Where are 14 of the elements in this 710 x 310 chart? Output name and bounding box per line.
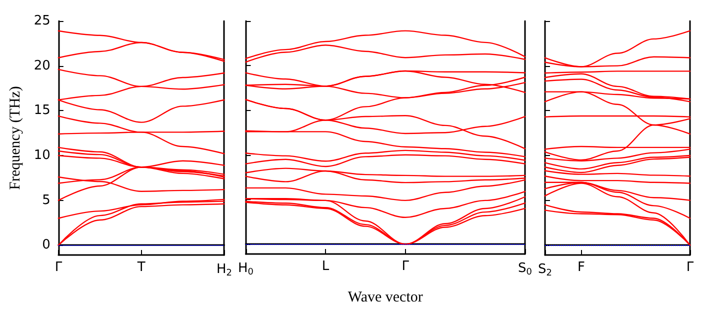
y-tick-label: 15 [34, 103, 50, 118]
x-tick-label: Γ [54, 260, 63, 275]
y-tick-label: 20 [34, 58, 50, 74]
x-axis-title: Wave vector [348, 290, 423, 306]
y-tick-label: 10 [34, 148, 50, 163]
x-tick-label: F [578, 260, 585, 275]
x-tick-label: Γ [402, 259, 410, 274]
x-tick-label: L [322, 259, 330, 274]
y-axis-title: Frequency (THz) [8, 86, 24, 190]
y-tick-label: 25 [34, 14, 50, 28]
x-tick-label: Γ [686, 260, 694, 275]
y-tick-label: 5 [42, 192, 50, 208]
x-tick-label: T [136, 260, 146, 275]
y-tick-label: 0 [42, 238, 50, 253]
